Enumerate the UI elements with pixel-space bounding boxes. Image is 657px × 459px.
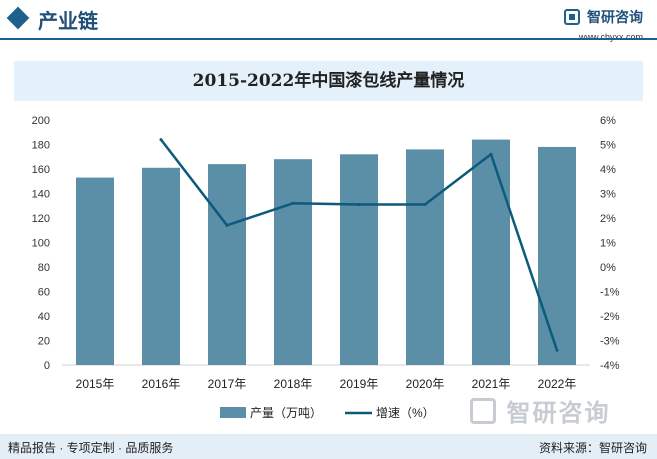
bar: [340, 154, 378, 365]
bar: [76, 177, 114, 365]
y-right-tick-label: 5%: [600, 140, 616, 152]
y-right-tick-label: 3%: [600, 189, 616, 201]
y-right-tick-label: 6%: [600, 115, 616, 127]
footer-tagline: 精品报告 · 专项定制 · 品质服务: [8, 441, 174, 455]
bar: [274, 159, 312, 365]
y-left-tick-label: 100: [32, 238, 50, 250]
x-tick-label: 2018年: [274, 377, 313, 391]
x-tick-label: 2020年: [406, 377, 445, 391]
growth-point: [225, 223, 229, 227]
bar: [406, 149, 444, 365]
y-right-tick-label: -1%: [600, 287, 620, 299]
brand-url: www.chyxx.com: [578, 32, 643, 42]
chart-title: 2015-2022年中国漆包线产量情况: [192, 71, 465, 91]
bar: [472, 139, 510, 365]
x-tick-label: 2017年: [208, 377, 247, 391]
watermark-logo: 智研咨询: [470, 393, 610, 428]
growth-point: [291, 201, 295, 205]
x-tick-label: 2022年: [538, 377, 577, 391]
logo-icon: [563, 9, 580, 25]
y-left-tick-label: 60: [38, 287, 50, 299]
bar: [142, 167, 180, 365]
legend-label-line: 增速（%）: [376, 406, 435, 420]
chart: 0 20 40 60 80 100 120 140 160 180 200 -4% -3% -2% -1% 0…: [32, 115, 620, 420]
legend-label-bar: 产量（万吨）: [250, 406, 322, 420]
growth-point: [489, 152, 493, 156]
growth-point: [159, 138, 163, 142]
y-left-tick-label: 80: [38, 262, 50, 274]
y-right-tick-label: 2%: [600, 213, 616, 225]
section-title: 产业链: [38, 11, 98, 33]
growth-point: [423, 203, 427, 207]
bar: [208, 164, 246, 365]
y-left-tick-label: 120: [32, 213, 50, 225]
y-left-tick-label: 160: [32, 164, 50, 176]
y-right-tick-label: -2%: [600, 311, 620, 323]
y-left-tick-label: 140: [32, 189, 50, 201]
y-right-tick-label: -3%: [600, 336, 620, 348]
growth-point: [357, 203, 361, 207]
legend-swatch-bar: [220, 407, 246, 418]
y-right-tick-label: -4%: [600, 360, 620, 372]
bar: [538, 146, 576, 365]
growth-point: [555, 348, 559, 352]
y-left-tick-label: 200: [32, 115, 50, 127]
brand-logo: 智研咨询: [563, 7, 643, 27]
source-note: 资料来源：智研咨询: [538, 441, 647, 455]
x-tick-label: 2019年: [340, 377, 379, 391]
y-right-tick-label: 0%: [600, 262, 616, 274]
footer: 精品报告 · 专项定制 · 品质服务 资料来源：智研咨询: [0, 434, 657, 459]
chart-title-band: 2015-2022年中国漆包线产量情况: [14, 61, 643, 101]
y-left-tick-label: 40: [38, 311, 50, 323]
x-tick-label: 2021年: [472, 377, 511, 391]
watermark-icon: [470, 397, 496, 424]
y-left-tick-label: 180: [32, 140, 50, 152]
y-left-tick-label: 20: [38, 336, 50, 348]
header-divider: [0, 38, 657, 40]
y-right-tick-label: 4%: [600, 164, 616, 176]
header: 产业链 智研咨询 www.chyxx.com: [0, 0, 657, 42]
brand-name: 智研咨询: [587, 9, 643, 25]
x-tick-label: 2015年: [76, 377, 115, 391]
y-right-tick-label: 1%: [600, 238, 616, 250]
x-tick-label: 2016年: [142, 377, 181, 391]
watermark-text: 智研咨询: [506, 400, 611, 427]
y-left-tick-label: 0: [44, 360, 50, 372]
